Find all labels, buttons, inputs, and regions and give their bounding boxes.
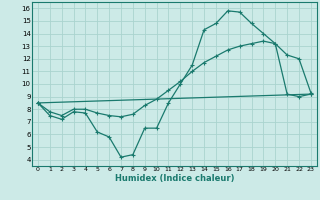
X-axis label: Humidex (Indice chaleur): Humidex (Indice chaleur) [115,174,234,183]
